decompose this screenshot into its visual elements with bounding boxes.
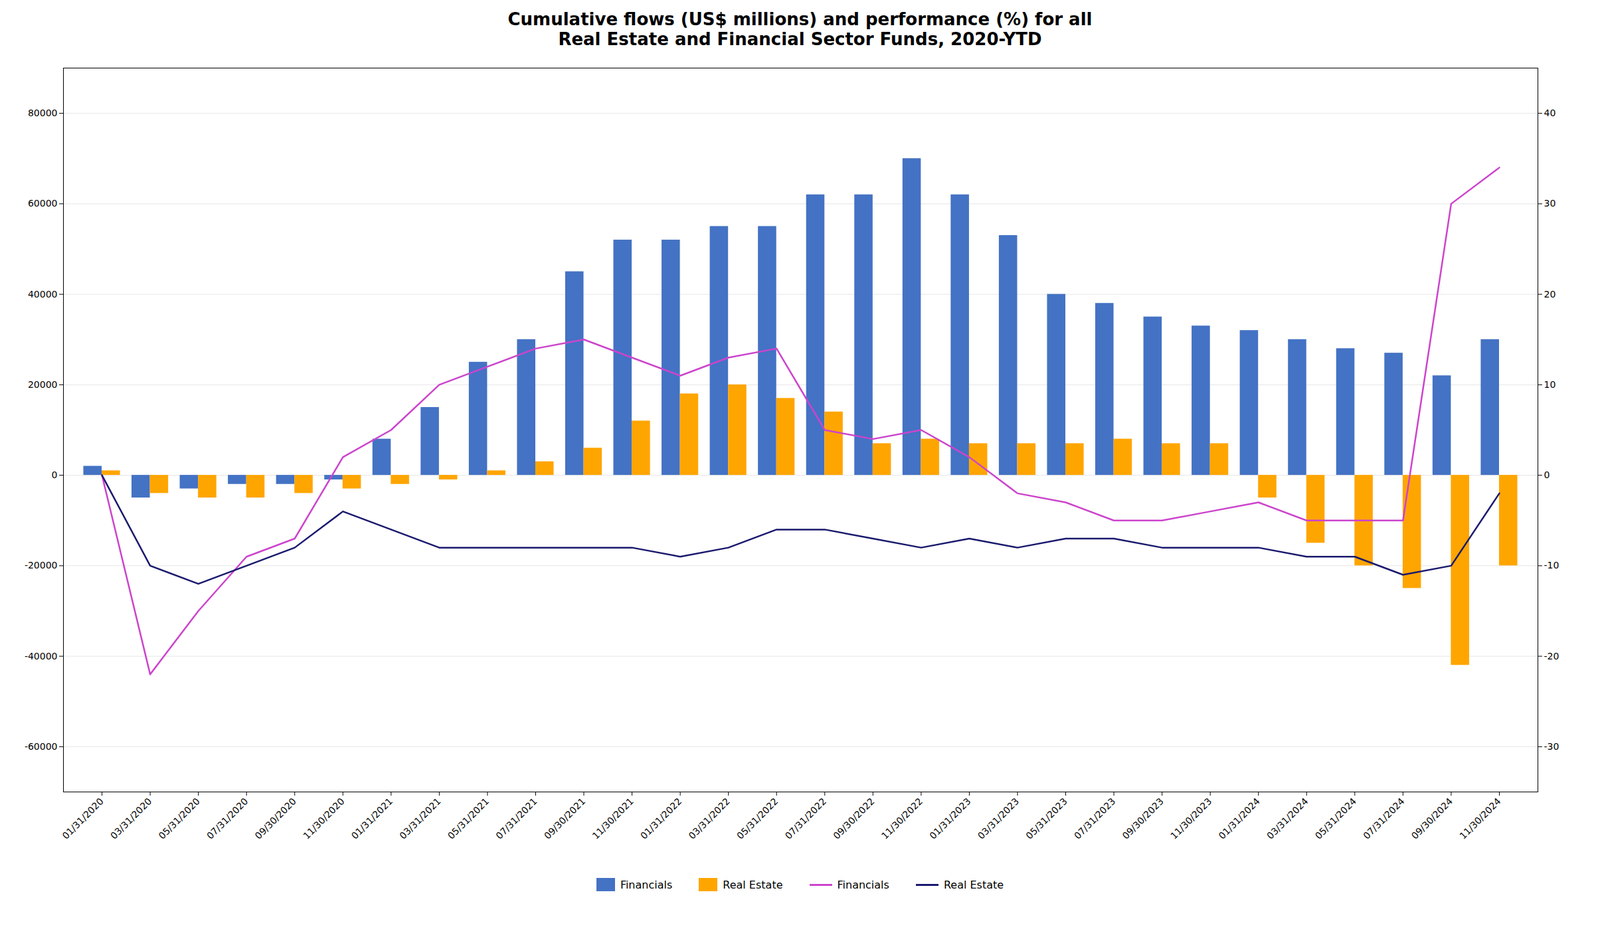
svg-text:07/31/2021: 07/31/2021 (493, 795, 539, 841)
svg-text:03/31/2020: 03/31/2020 (107, 795, 153, 841)
svg-text:80000: 80000 (27, 107, 58, 119)
svg-text:09/30/2021: 09/30/2021 (541, 795, 587, 841)
svg-text:09/30/2020: 09/30/2020 (252, 795, 298, 841)
svg-text:05/31/2021: 05/31/2021 (444, 795, 491, 841)
svg-text:20000: 20000 (27, 379, 58, 390)
svg-text:40: 40 (1543, 107, 1556, 119)
svg-text:11/30/2020: 11/30/2020 (300, 795, 347, 841)
svg-text:07/31/2020: 07/31/2020 (204, 795, 250, 841)
svg-text:09/30/2022: 09/30/2022 (830, 795, 877, 841)
svg-text:03/31/2023: 03/31/2023 (975, 795, 1021, 841)
svg-text:11/30/2024: 11/30/2024 (1457, 795, 1503, 841)
svg-text:0: 0 (51, 469, 58, 481)
svg-text:40000: 40000 (27, 288, 58, 300)
svg-text:05/31/2022: 05/31/2022 (734, 795, 780, 841)
html-text:Financials: Financials (620, 878, 673, 891)
svg-text:10: 10 (1543, 379, 1556, 390)
svg-text:09/30/2024: 09/30/2024 (1408, 795, 1454, 841)
svg-text:11/30/2022: 11/30/2022 (878, 795, 924, 841)
svg-text:11/30/2023: 11/30/2023 (1168, 795, 1214, 841)
svg-text:01/31/2020: 01/31/2020 (59, 795, 105, 841)
svg-text:03/31/2022: 03/31/2022 (686, 795, 732, 841)
html-text:Real Estate: Real Estate (722, 878, 783, 891)
svg-text:05/31/2024: 05/31/2024 (1312, 795, 1358, 841)
svg-text:01/31/2024: 01/31/2024 (1216, 795, 1262, 841)
svg-text:01/31/2023: 01/31/2023 (927, 795, 973, 841)
svg-text:0: 0 (1543, 469, 1550, 481)
svg-text:-20: -20 (1543, 650, 1559, 662)
svg-text:09/30/2023: 09/30/2023 (1119, 795, 1165, 841)
html-text:Real Estate: Real Estate (943, 878, 1004, 891)
svg-text:05/31/2020: 05/31/2020 (156, 795, 202, 841)
svg-text:03/31/2021: 03/31/2021 (397, 795, 443, 841)
svg-text:07/31/2022: 07/31/2022 (782, 795, 828, 841)
svg-text:-30: -30 (1543, 741, 1559, 752)
svg-text:05/31/2023: 05/31/2023 (1023, 795, 1069, 841)
html-text:Cumulative flows (US$ millions: Cumulative flows (US$ millions) and perf… (507, 9, 1093, 50)
svg-text:03/31/2024: 03/31/2024 (1264, 795, 1310, 841)
svg-text:30: 30 (1543, 197, 1556, 209)
svg-text:60000: 60000 (27, 197, 58, 209)
svg-text:-10: -10 (1543, 559, 1559, 571)
svg-text:07/31/2024: 07/31/2024 (1360, 795, 1407, 841)
html-text:Financials: Financials (837, 878, 890, 891)
svg-text:01/31/2021: 01/31/2021 (348, 795, 394, 841)
svg-text:07/31/2023: 07/31/2023 (1071, 795, 1117, 841)
svg-text:01/31/2022: 01/31/2022 (638, 795, 684, 841)
svg-text:20: 20 (1543, 288, 1556, 300)
svg-text:-60000: -60000 (23, 741, 58, 752)
svg-text:-40000: -40000 (23, 650, 58, 662)
svg-text:-20000: -20000 (23, 559, 58, 571)
svg-text:11/30/2021: 11/30/2021 (589, 795, 635, 841)
